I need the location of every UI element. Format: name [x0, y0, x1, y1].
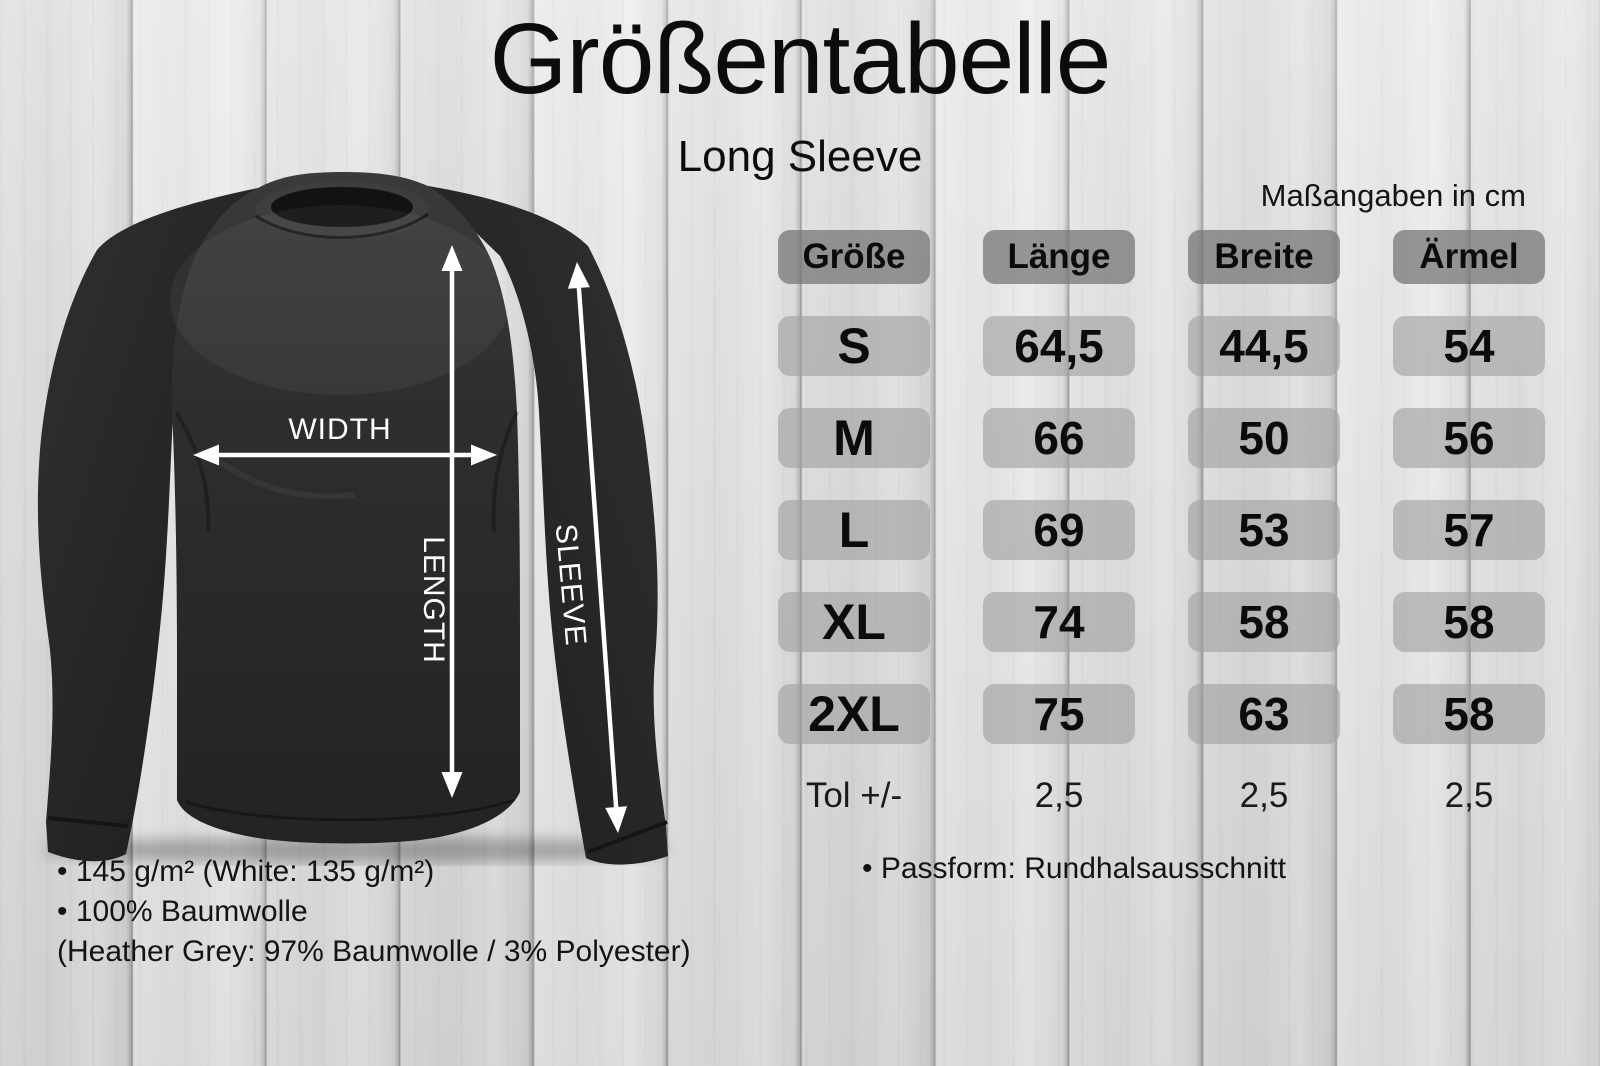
measure-cell: 69 [983, 500, 1135, 560]
tolerance-cell: Tol +/- [805, 776, 903, 815]
fabric-material-note: • 100% Baumwolle [57, 895, 308, 928]
right-cuff-seam [587, 820, 668, 854]
column-header: Ärmel [1393, 230, 1545, 284]
left-cuff-seam [47, 816, 129, 828]
tolerance-cell: 2,5 [1444, 776, 1494, 815]
measure-cell: 63 [1188, 684, 1340, 744]
page-subtitle: Long Sleeve [677, 132, 923, 181]
measure-cell: 66 [983, 408, 1135, 468]
fit-note: • Passform: Rundhalsausschnitt [862, 852, 1287, 885]
column-header: Breite [1188, 230, 1340, 284]
shirt-torso [171, 172, 521, 844]
chest-highlight [170, 205, 510, 395]
hem-seam [185, 798, 515, 822]
units-note: Maßangaben in cm [1260, 178, 1526, 213]
measure-cell: 57 [1393, 500, 1545, 560]
page-title: Größentabelle [489, 3, 1112, 115]
fold-line [174, 410, 211, 533]
measure-cell: 58 [1393, 684, 1545, 744]
measure-cell: 53 [1188, 500, 1340, 560]
shirt-diagram [37, 172, 670, 865]
fold-line [491, 411, 519, 533]
collar-opening [271, 187, 413, 227]
size-cell: S [778, 316, 930, 376]
shirt-shadow [40, 837, 670, 863]
measure-cell: 74 [983, 592, 1135, 652]
measure-cell: 58 [1393, 592, 1545, 652]
sleeve-arrow [567, 262, 628, 833]
column-header: Größe [778, 230, 930, 284]
size-table: Größe Länge Breite Ärmel S 64,5 44,5 54 M 66 50 56 L… [778, 230, 1545, 816]
measure-cell: 56 [1393, 408, 1545, 468]
length-measure-label: LENGTH [417, 536, 450, 664]
measure-cell: 54 [1393, 316, 1545, 376]
measure-cell: 58 [1188, 592, 1340, 652]
measure-cell: 64,5 [983, 316, 1135, 376]
tolerance-cell: 2,5 [1034, 776, 1084, 815]
width-measure-label: WIDTH [288, 413, 392, 446]
tolerance-cell: 2,5 [1239, 776, 1289, 815]
measure-cell: 50 [1188, 408, 1340, 468]
size-cell: 2XL [778, 684, 930, 744]
size-cell: L [778, 500, 930, 560]
collar-seam [255, 212, 429, 239]
length-arrow [441, 245, 463, 798]
fabric-weight-note: • 145 g/m² (White: 135 g/m²) [57, 855, 435, 888]
measure-cell: 44,5 [1188, 316, 1340, 376]
size-cell: M [778, 408, 930, 468]
measure-cell: 75 [983, 684, 1135, 744]
column-header: Länge [983, 230, 1135, 284]
fabric-notes: • 145 g/m² (White: 135 g/m²) • 100% Baum… [57, 852, 691, 972]
fabric-heather-note: (Heather Grey: 97% Baumwolle / 3% Polyes… [57, 935, 691, 968]
fold-line [208, 452, 356, 500]
shirt-left-sleeve [37, 188, 258, 862]
width-arrow [193, 444, 497, 466]
size-cell: XL [778, 592, 930, 652]
